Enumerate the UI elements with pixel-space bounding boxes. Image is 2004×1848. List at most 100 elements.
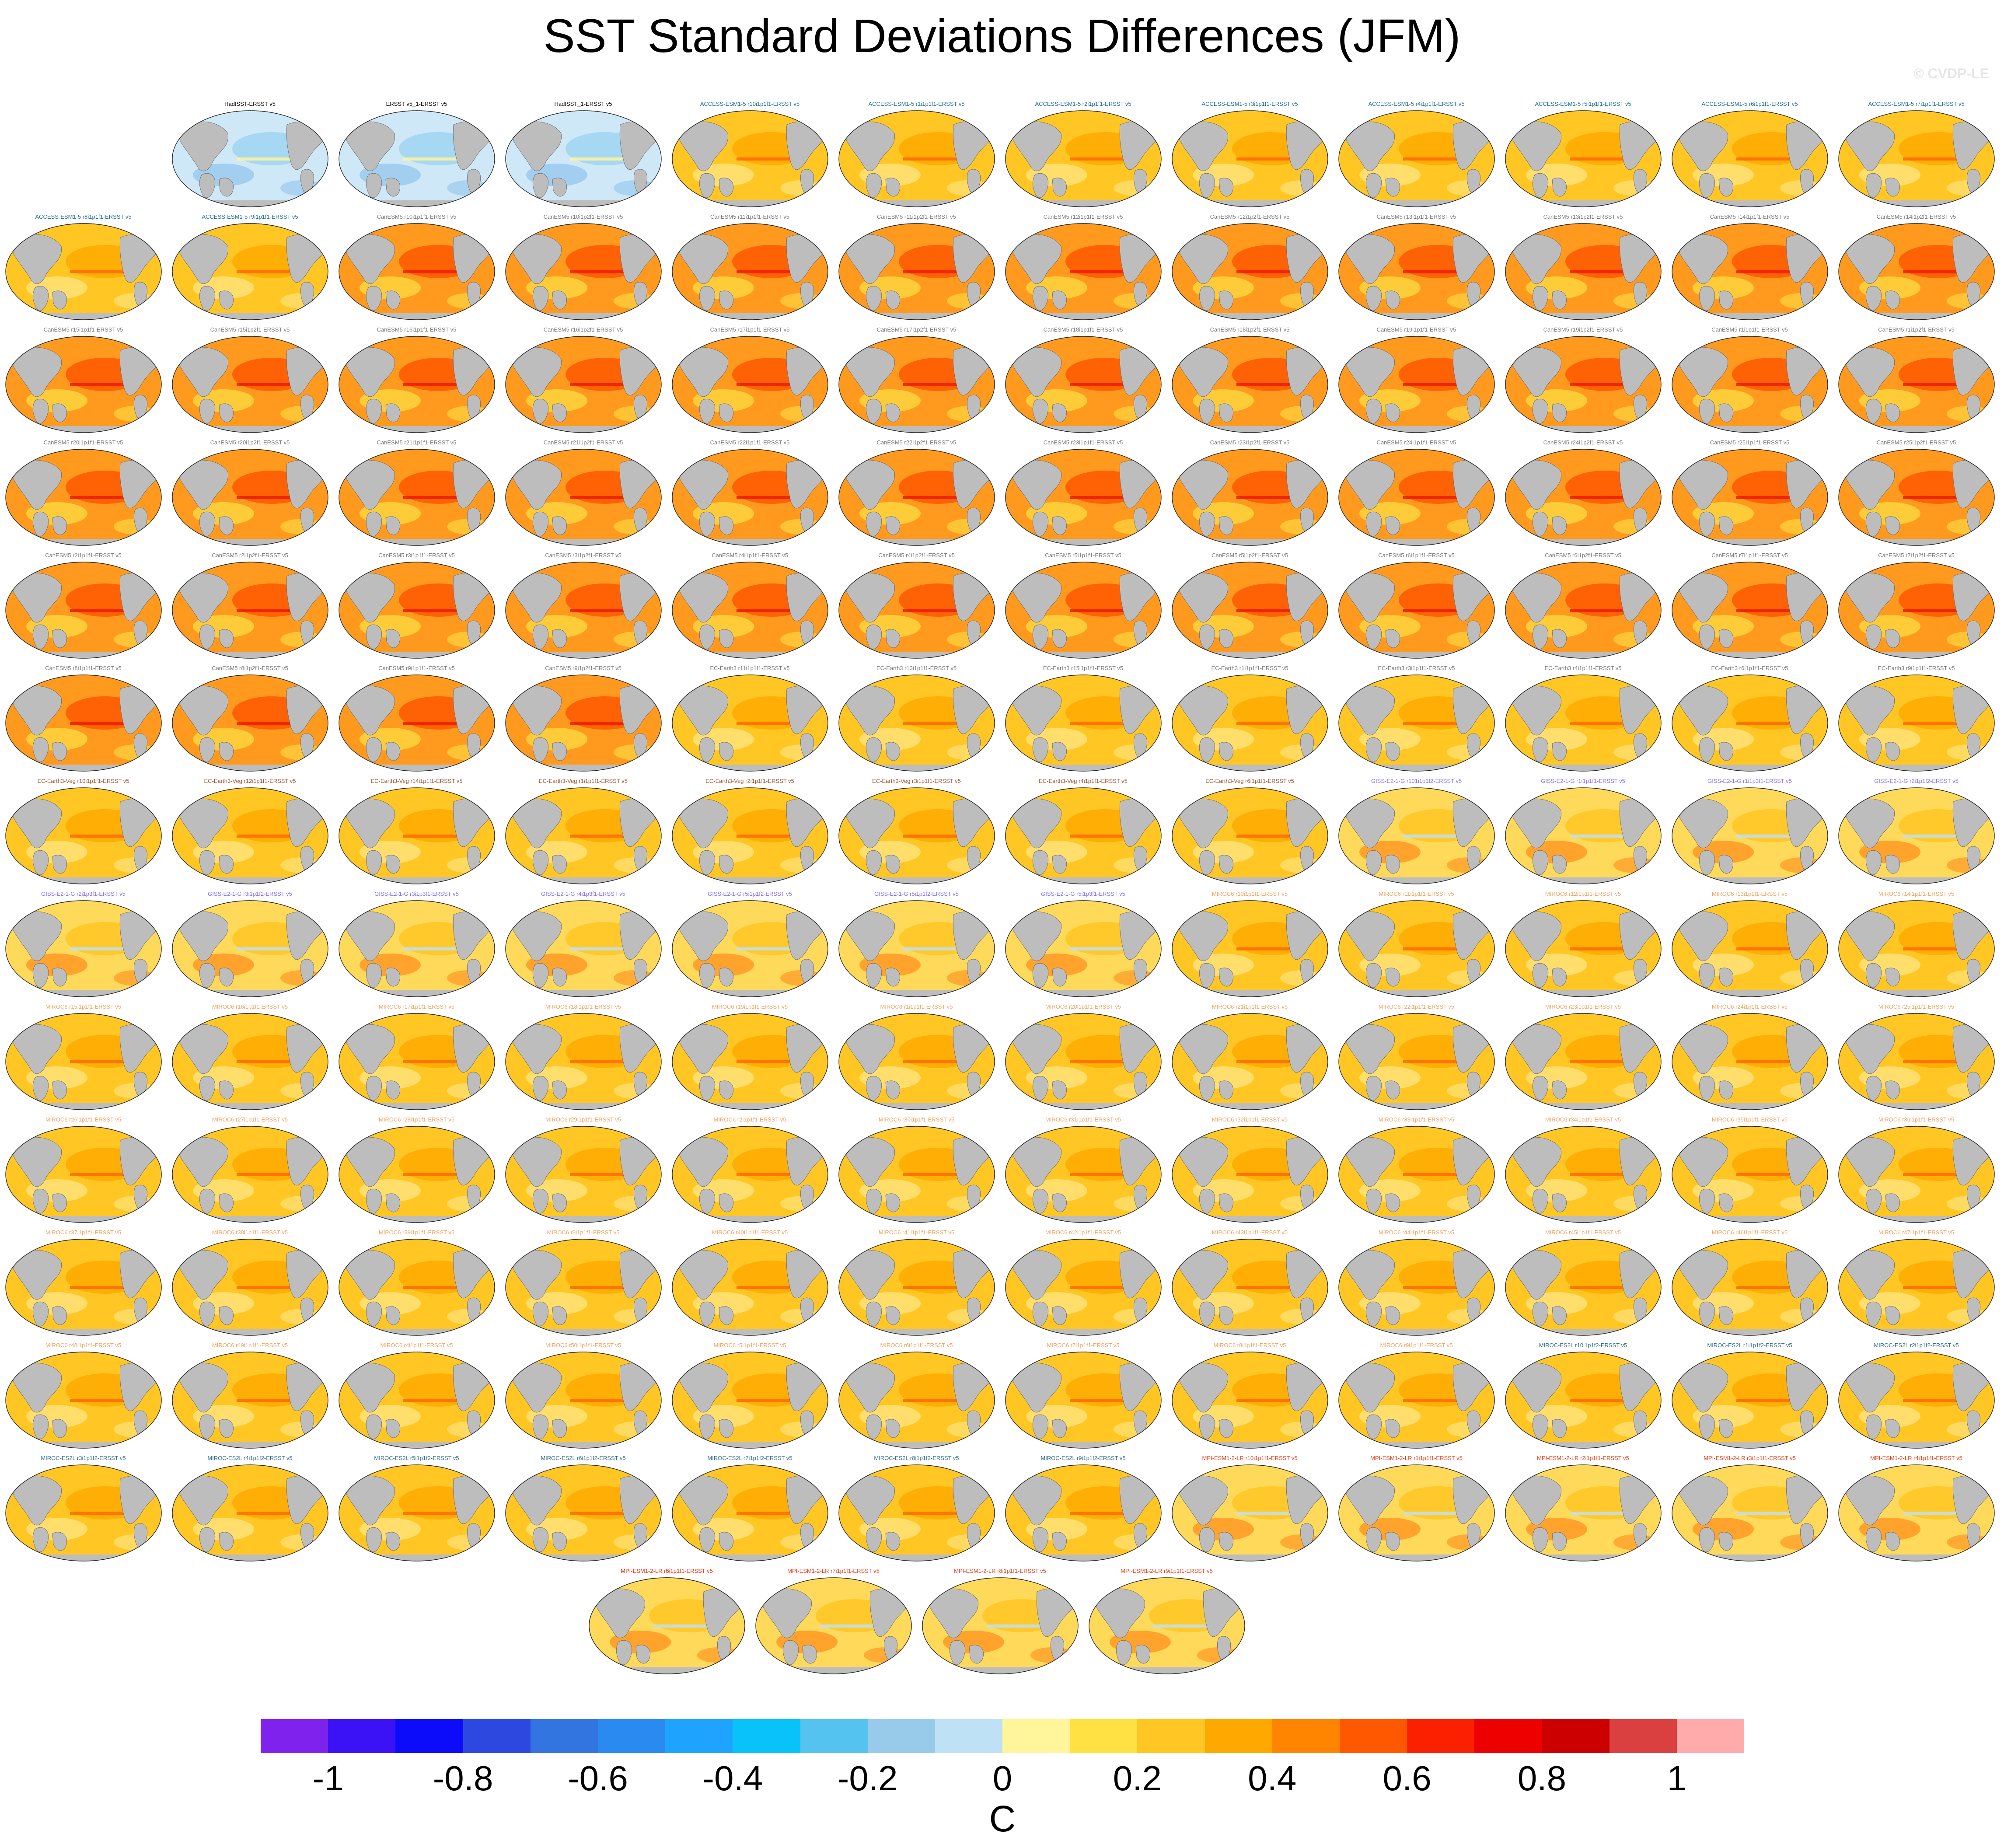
map-panel: MIROC6 r34i1p1f1-ERSST v5 [1500,1116,1666,1226]
world-map [1505,110,1662,207]
map-panel: CanESM5 r7i1p2f1-ERSST v5 [1833,552,2000,661]
map-panel: CanESM5 r25i1p1f1-ERSST v5 [1666,439,1833,548]
map-panel-title: GISS-E2-1-G r2i1p1f2-ERSST v5 [1874,778,1959,784]
map-panel-title: CanESM5 r10i1p1f1-ERSST v5 [377,213,457,220]
world-map [505,1464,662,1562]
world-map [505,787,662,884]
colorbar-swatch [1002,1719,1070,1753]
map-panel-title: EC-Earth3-Veg r14i1p1f1-ERSST v5 [370,778,463,784]
map-panel: EC-Earth3 r13i1p1f1-ERSST v5 [833,665,1000,774]
map-panel-title: CanESM5 r12i1p2f1-ERSST v5 [1210,213,1290,220]
map-panel-title: CanESM5 r4i1p1f1-ERSST v5 [712,552,788,559]
world-map [838,449,995,546]
map-panel: EC-Earth3-Veg r6i1p1f1-ERSST v5 [1166,778,1333,887]
world-map [1505,787,1662,884]
map-panel: CanESM5 r15i1p2f1-ERSST v5 [167,326,333,436]
world-map [1338,336,1495,433]
map-panel: ACCESS-ESM1-5 r7i1p1f1-ERSST v5 [1833,101,2000,210]
map-panel-title: MIROC6 r18i1p1f1-ERSST v5 [545,1003,621,1010]
map-panel: MIROC-ES2L r1i1p1f2-ERSST v5 [1666,1342,1833,1451]
world-map [1838,787,1995,884]
world-map [1338,449,1495,546]
map-panel: MIROC6 r9i1p1f1-ERSST v5 [1333,1342,1500,1451]
map-panel-title: EC-Earth3 r4i1p1f1-ERSST v5 [1544,665,1622,671]
world-map [1672,336,1828,433]
map-panel-title: MIROC6 r37i1p1f1-ERSST v5 [45,1229,122,1236]
world-map [1838,223,1995,320]
map-panel: CanESM5 r3i1p1f1-ERSST v5 [333,552,500,661]
colorbar-tick: 0.6 [1383,1759,1431,1798]
colorbar-swatch [733,1719,800,1753]
world-map [838,110,995,207]
world-map [172,110,328,207]
map-panel-title: MIROC-ES2L r1i1p1f2-ERSST v5 [1707,1342,1792,1348]
map-panel: CanESM5 r5i1p2f1-ERSST v5 [1166,552,1333,661]
map-panel: MIROC6 r22i1p1f1-ERSST v5 [1333,1003,1500,1113]
map-panel-title: ACCESS-ESM1-5 r8i1p1f1-ERSST v5 [35,213,132,220]
world-map [1338,223,1495,320]
map-panel: GISS-E2-1-G r5i1p1f2-ERSST v5 [833,891,1000,1000]
world-map [1338,1464,1495,1562]
world-map [672,900,828,997]
map-panel-title: ACCESS-ESM1-5 r2i1p1f1-ERSST v5 [1035,101,1131,107]
map-panel: MIROC-ES2L r10i1p1f2-ERSST v5 [1500,1342,1666,1451]
world-map [838,1464,995,1562]
world-map [838,1239,995,1336]
map-panel: MIROC6 r6i1p1f1-ERSST v5 [833,1342,1000,1451]
world-map [1338,900,1495,997]
map-panel-title: CanESM5 r24i1p2f1-ERSST v5 [1543,439,1623,446]
world-map [838,562,995,659]
world-map [5,787,162,884]
world-map [339,223,495,320]
map-panel: ACCESS-ESM1-5 r5i1p1f1-ERSST v5 [1500,101,1666,210]
map-panel-title: MPI-ESM1-2-LR r4i1p1f1-ERSST v5 [1870,1455,1962,1461]
map-panel-title: CanESM5 r23i1p1f1-ERSST v5 [1043,439,1123,446]
map-panel: GISS-E2-1-G r1i1p3f1-ERSST v5 [1666,778,1833,887]
map-panel-title: CanESM5 r6i1p1f1-ERSST v5 [1378,552,1455,559]
colorbar-swatch [597,1719,666,1753]
world-map [1172,674,1328,772]
map-panel: MPI-ESM1-2-LR r9i1p1f1-ERSST v5 [1083,1568,1250,1677]
world-map [672,1352,828,1449]
world-map [1005,1013,1162,1110]
colorbar-swatch [1070,1719,1138,1753]
map-panel: ACCESS-ESM1-5 r9i1p1f1-ERSST v5 [167,213,333,323]
map-panel-title: MIROC6 r21i1p1f1-ERSST v5 [1211,1003,1288,1010]
colorbar-swatch [800,1719,868,1753]
world-map [1172,562,1328,659]
map-panel: MIROC6 r14i1p1f1-ERSST v5 [1833,891,2000,1000]
map-panel: EC-Earth3-Veg r12i1p1f1-ERSST v5 [167,778,333,887]
map-panel-title: MIROC6 r9i1p1f1-ERSST v5 [1380,1342,1453,1348]
world-map [339,1239,495,1336]
world-map [1838,1352,1995,1449]
world-map [1505,1239,1662,1336]
map-panel-title: CanESM5 r19i1p1f1-ERSST v5 [1376,326,1456,333]
map-panel: MIROC6 r31i1p1f1-ERSST v5 [1000,1116,1166,1226]
world-map [5,336,162,433]
map-panel: MIROC6 r38i1p1f1-ERSST v5 [167,1229,333,1338]
map-panel-title: MIROC6 r32i1p1f1-ERSST v5 [1211,1116,1288,1123]
map-panel-title: CanESM5 r22i1p2f1-ERSST v5 [876,439,957,446]
map-panel-title: EC-Earth3-Veg r4i1p1f1-ERSST v5 [1039,778,1128,784]
map-panel-title: MIROC6 r50i1p1f1-ERSST v5 [545,1342,621,1348]
map-panel: MIROC6 r17i1p1f1-ERSST v5 [333,1003,500,1113]
world-map [1172,1239,1328,1336]
world-map [339,449,495,546]
map-panel-title: MIROC6 r36i1p1f1-ERSST v5 [1878,1116,1955,1123]
world-map [1672,1126,1828,1223]
map-panel-title: CanESM5 r12i1p1f1-ERSST v5 [1043,213,1123,220]
map-panel-title: MIROC6 r13i1p1f1-ERSST v5 [1711,891,1788,897]
map-panel-title: MIROC6 r22i1p1f1-ERSST v5 [1378,1003,1455,1010]
map-panel-title: MIROC6 r17i1p1f1-ERSST v5 [378,1003,455,1010]
world-map [5,449,162,546]
world-map [1672,674,1828,772]
watermark: © CVDP-LE [1913,66,1989,81]
world-map [1505,449,1662,546]
world-map [339,1013,495,1110]
map-panel-title: CanESM5 r7i1p1f1-ERSST v5 [1711,552,1788,559]
map-panel-title: CanESM5 r4i1p2f1-ERSST v5 [878,552,955,559]
map-panel-title: MIROC6 r3i1p1f1-ERSST v5 [547,1229,620,1236]
world-map [172,787,328,884]
map-panel: CanESM5 r18i1p2f1-ERSST v5 [1166,326,1333,436]
map-panel: CanESM5 r22i1p2f1-ERSST v5 [833,439,1000,548]
